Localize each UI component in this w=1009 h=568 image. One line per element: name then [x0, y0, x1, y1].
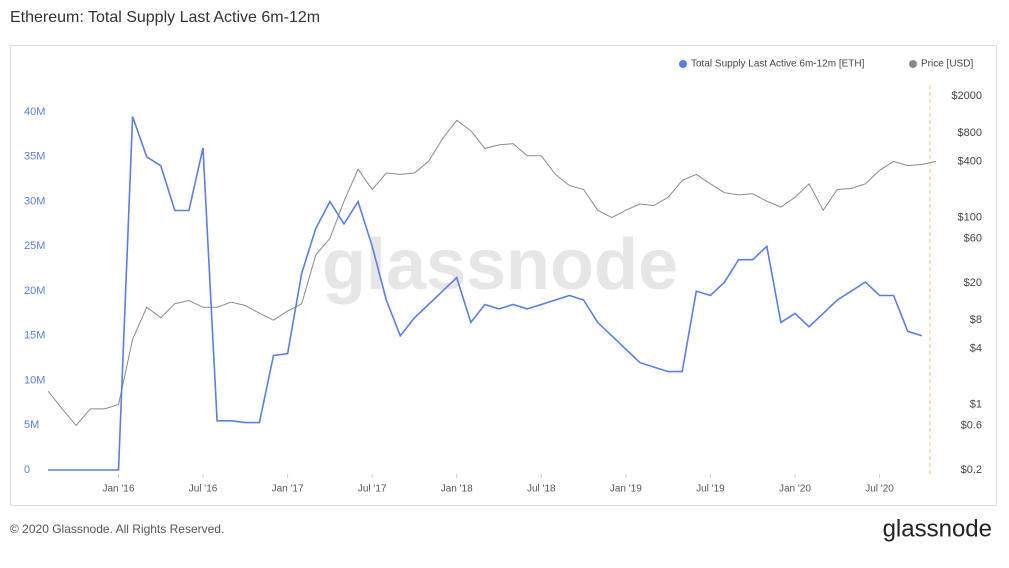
series-line: [48, 116, 923, 471]
y2-tick-label: $8: [970, 314, 982, 326]
y2-tick-label: $1: [970, 399, 982, 411]
x-tick-label: Jan '17: [272, 484, 304, 495]
chart-frame: [10, 45, 997, 506]
x-tick-label: Jan '20: [779, 484, 811, 495]
x-tick-label: Jul '19: [696, 484, 725, 495]
y-tick-label: 35M: [24, 151, 45, 163]
y2-tick-label: $60: [964, 232, 982, 244]
watermark: glassnode: [322, 225, 678, 305]
y-tick-label: 15M: [24, 330, 45, 342]
x-tick-label: Jan '18: [441, 484, 473, 495]
x-tick-label: Jul '16: [189, 484, 218, 495]
x-tick-label: Jul '18: [527, 484, 556, 495]
legend-label: Total Supply Last Active 6m-12m [ETH]: [691, 59, 865, 70]
y-tick-label: 20M: [24, 285, 45, 297]
x-tick-label: Jan '19: [610, 484, 642, 495]
y-tick-label: 0: [24, 464, 30, 476]
y-tick-label: 40M: [24, 106, 45, 118]
y2-tick-label: $4: [970, 342, 982, 354]
y2-tick-label: $2000: [951, 90, 982, 102]
chart-title: Ethereum: Total Supply Last Active 6m-12…: [10, 9, 320, 26]
y-tick-label: 5M: [24, 419, 39, 431]
y-tick-label: 10M: [24, 374, 45, 386]
y2-tick-label: $20: [964, 277, 982, 289]
footer: © 2020 Glassnode. All Rights Reserved.: [10, 522, 224, 536]
x-tick-label: Jul '20: [865, 484, 894, 495]
legend-label: Price [USD]: [921, 59, 973, 70]
y2-tick-label: $400: [958, 155, 982, 167]
y-tick-label: 30M: [24, 195, 45, 207]
legend-marker: [909, 60, 917, 68]
logo: glassnode: [883, 515, 992, 542]
series-line: [47, 119, 937, 427]
y2-tick-label: $0.2: [961, 464, 982, 476]
y2-tick-label: $800: [958, 127, 982, 139]
y-tick-label: 25M: [24, 240, 45, 252]
y2-tick-label: $100: [958, 212, 982, 224]
y2-tick-label: $0.6: [961, 419, 982, 431]
x-tick-label: Jan '16: [103, 484, 135, 495]
legend-marker: [679, 60, 687, 68]
x-tick-label: Jul '17: [358, 484, 387, 495]
